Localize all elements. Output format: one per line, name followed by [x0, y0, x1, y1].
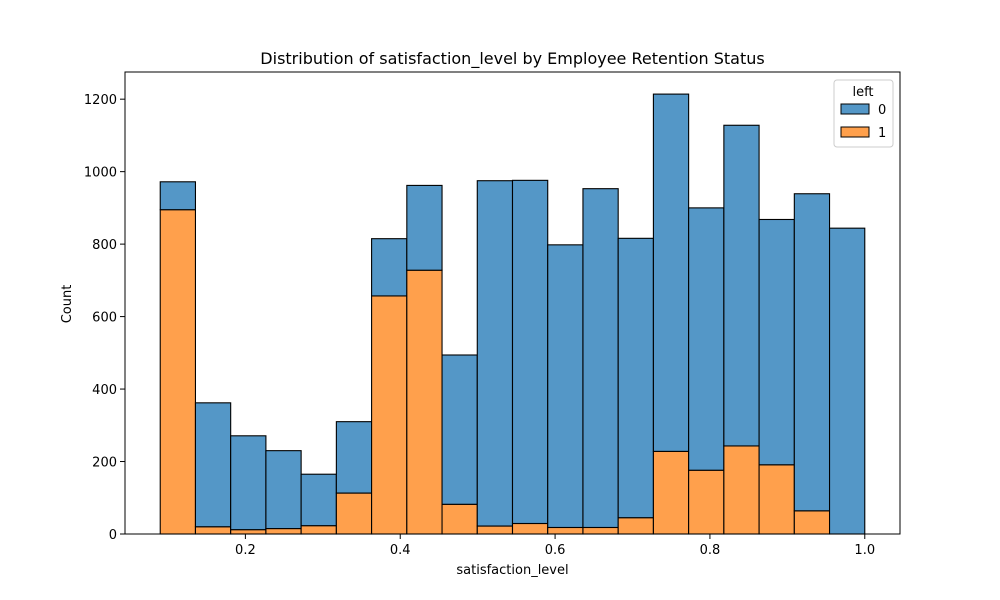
x-tick-label: 0.4: [390, 543, 411, 558]
bar-left-1-bin-11: [547, 526, 584, 535]
bar-left-1-bin-0: [159, 209, 197, 535]
y-tick-label: 800: [92, 238, 117, 253]
bar-left-0-bin-17: [758, 218, 795, 466]
bar-left-0-bin-3: [265, 450, 302, 530]
bar-left-0-bin-12: [582, 188, 619, 529]
bar-left-0-bin-5: [335, 421, 373, 494]
bar-left-1-bin-14: [652, 450, 690, 535]
x-axis-title: satisfaction_level: [456, 563, 568, 578]
legend-swatch-1: [840, 126, 870, 138]
bar-left-1-bin-5: [335, 492, 373, 535]
bar-left-0-bin-1: [194, 402, 232, 528]
x-tick-label: 1.0: [854, 543, 875, 558]
bar-left-0-bin-6: [371, 238, 408, 297]
bar-left-0-bin-11: [547, 244, 584, 529]
bar-left-0-bin-16: [723, 124, 760, 447]
bar-left-0-bin-10: [511, 179, 549, 525]
bars-layer: [159, 93, 866, 535]
bar-left-1-bin-12: [582, 526, 619, 535]
axes-layer: 0.2 0.4 0.6 0.8 1.0 0 200 400 600 800 1000 1200: [84, 71, 901, 558]
y-tick-label: 400: [92, 383, 117, 398]
bar-left-1-bin-6: [371, 295, 408, 535]
legend-swatch-0: [840, 103, 870, 115]
bar-left-1-bin-1: [194, 526, 232, 535]
y-tick-label: 200: [92, 456, 117, 471]
bar-left-1-bin-15: [688, 469, 725, 535]
bar-left-1-bin-18: [793, 510, 831, 535]
bar-left-0-bin-15: [688, 207, 725, 471]
bar-left-0-bin-13: [617, 237, 654, 519]
bar-left-0-bin-0: [159, 181, 197, 211]
x-tick-label: 0.2: [235, 543, 256, 558]
bar-left-1-bin-9: [476, 525, 514, 535]
bar-left-0-bin-4: [300, 473, 337, 527]
chart-title: Distribution of satisfaction_level by Em…: [260, 49, 764, 69]
y-axis-title: Count: [60, 285, 75, 324]
bar-left-1-bin-3: [265, 528, 302, 535]
y-tick-label: 1200: [84, 93, 117, 108]
bar-left-0-bin-7: [406, 184, 443, 271]
bar-left-1-bin-17: [758, 464, 795, 535]
bar-left-1-bin-2: [230, 529, 267, 535]
bar-left-0-bin-8: [441, 354, 478, 505]
bar-left-0-bin-9: [476, 180, 514, 527]
bar-left-0-bin-14: [652, 93, 690, 452]
legend-title: left: [852, 85, 873, 100]
bar-left-0-bin-18: [793, 193, 831, 512]
bar-left-0-bin-19: [828, 227, 866, 535]
bar-left-0-bin-2: [230, 435, 267, 531]
bar-left-1-bin-8: [441, 503, 478, 535]
x-tick-label: 0.8: [700, 543, 721, 558]
bar-left-1-bin-13: [617, 517, 654, 535]
bar-left-1-bin-4: [300, 525, 337, 535]
bar-left-1-bin-16: [723, 445, 760, 535]
bar-left-1-bin-10: [511, 522, 549, 535]
legend-label-0: 0: [878, 103, 886, 118]
bar-left-1-bin-7: [406, 269, 443, 535]
plot-frame: [124, 71, 901, 535]
y-tick-label: 1000: [84, 166, 117, 181]
x-tick-label: 0.6: [545, 543, 566, 558]
y-tick-label: 0: [109, 528, 117, 543]
legend-label-1: 1: [878, 126, 886, 141]
y-tick-label: 600: [92, 311, 117, 326]
legend: left 0 1: [833, 79, 894, 148]
